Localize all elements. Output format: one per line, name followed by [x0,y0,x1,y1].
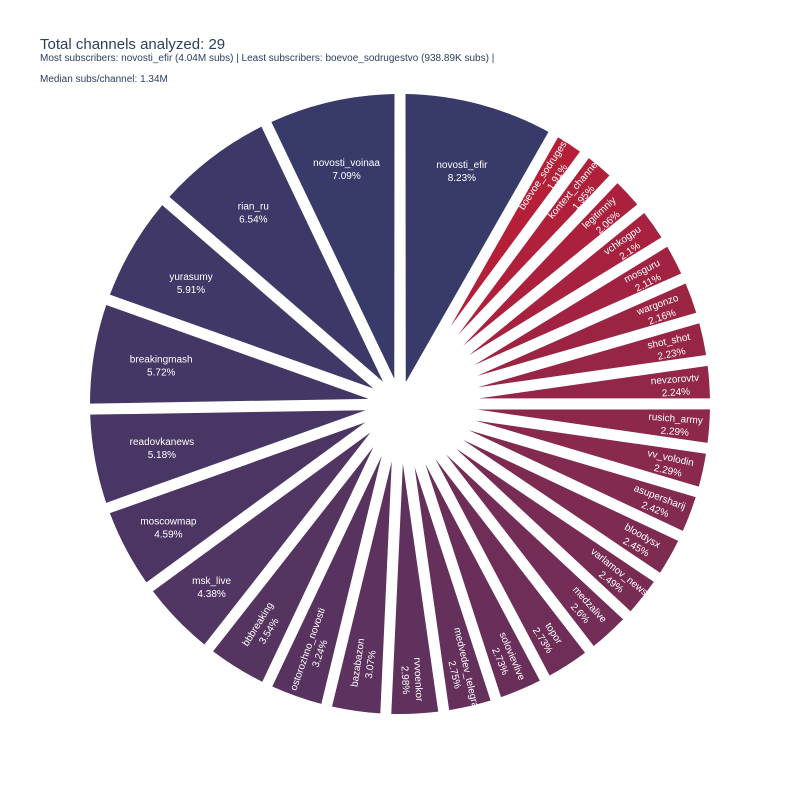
pie-slice-name-label: breakingmash [130,355,193,366]
pie-slice-name-label: rian_ru [238,202,269,213]
pie-slice-percent-label: 2.29% [660,426,689,439]
pie-slice-bbbreaking [213,446,374,682]
pie-label-group: breakingmash 5.72% [130,355,193,379]
pie-slice-mosguru [474,246,682,365]
pie-slice-moscowmap [109,422,366,583]
pie-slice-name-label: rvvoenkor [411,657,424,702]
pie-slice-percent-label: 4.59% [154,529,182,540]
pie-slice-rian-ru [169,126,384,382]
pie-slice-vchkogpu [468,213,662,356]
pie-slice-name-label: yurasumy [169,272,212,283]
pie-slice-ostorozhno-novosti [272,455,382,704]
pie-slice-yurasumy [109,205,374,389]
chart-subtitle: Most subscribers: novosti_efir (4.04M su… [40,53,495,64]
pie-slice-percent-label: 5.91% [177,285,205,296]
pie-slice-novosti-efir [405,94,549,383]
pie-slice-name-label: novosti_efir [436,160,488,171]
chart-subtitle-median: Median subs/channel: 1.34M [40,74,168,85]
pie-label-group: novosti_voinaa 7.09% [313,158,380,182]
pie-slice-wargonzo [477,283,697,376]
pie-label-group: yurasumy 5.91% [169,272,212,296]
pie-slice-asupersharij [468,430,696,531]
pie-slice-percent-label: 6.54% [239,215,267,226]
pie-slice-varlamov-news [455,448,654,612]
pie-slice-percent-label: 8.23% [448,173,476,184]
pie-slice-msk-live [152,432,371,645]
pie-slice-percent-label: 2.98% [399,666,411,695]
pie-slice-boevoe-sodrugestvo [450,137,580,327]
pie-slice-name-label: readovkanews [130,437,194,448]
pie-slice-medzalive [446,454,624,647]
pie-label-group: moscowmap 4.59% [140,516,197,540]
pie-label-group: msk_live 4.38% [192,576,231,600]
pie-slice-rvvoenkor [391,463,439,714]
pie-slice-topor [435,458,586,676]
chart-title: Total channels analyzed: 29 [40,36,226,53]
pie-slice-shot-shot [477,323,707,388]
pie-slice-breakingmash [90,304,369,404]
pie-slice-rusich-army [477,409,710,443]
pie-slice-readovkanews [90,410,366,503]
pie-slice-vv-volodin [475,420,706,487]
pie-slice-medvedev-telegram [414,467,491,711]
pie-label-group: readovkanews 5.18% [130,437,194,461]
pie-slice-bloodysx [463,439,679,573]
pie-slice-bazabazon [332,461,392,714]
pie-slice-percent-label: 2.24% [661,386,690,399]
pie-slice-kontext-channel [458,158,610,335]
pie-slice-name-label: novosti_voinaa [313,158,380,169]
pie-slice-percent-label: 5.72% [147,368,175,379]
pie-slice-solovievlive [425,464,540,698]
pie-label-group: rian_ru 6.54% [238,202,269,226]
pie-slice-novosti-voinaa [271,94,395,379]
pie-slices [90,94,710,714]
pie-slice-legitimniy [463,183,638,346]
pie-slice-name-label: rusich_army [648,412,703,427]
pie-slice-percent-label: 3.07% [364,650,379,680]
pie-slice-percent-label: 7.09% [332,171,360,182]
pie-label-group: novosti_efir 8.23% [436,160,488,184]
pie-slice-name-label: moscowmap [140,516,197,527]
pie-slice-percent-label: 4.38% [197,589,225,600]
pie-slice-name-label: msk_live [192,576,231,587]
pie-slice-nevzorovtv [479,365,710,399]
pie-slice-name-label: nevzorovtv [650,373,699,387]
pie-slice-percent-label: 5.18% [148,450,176,461]
